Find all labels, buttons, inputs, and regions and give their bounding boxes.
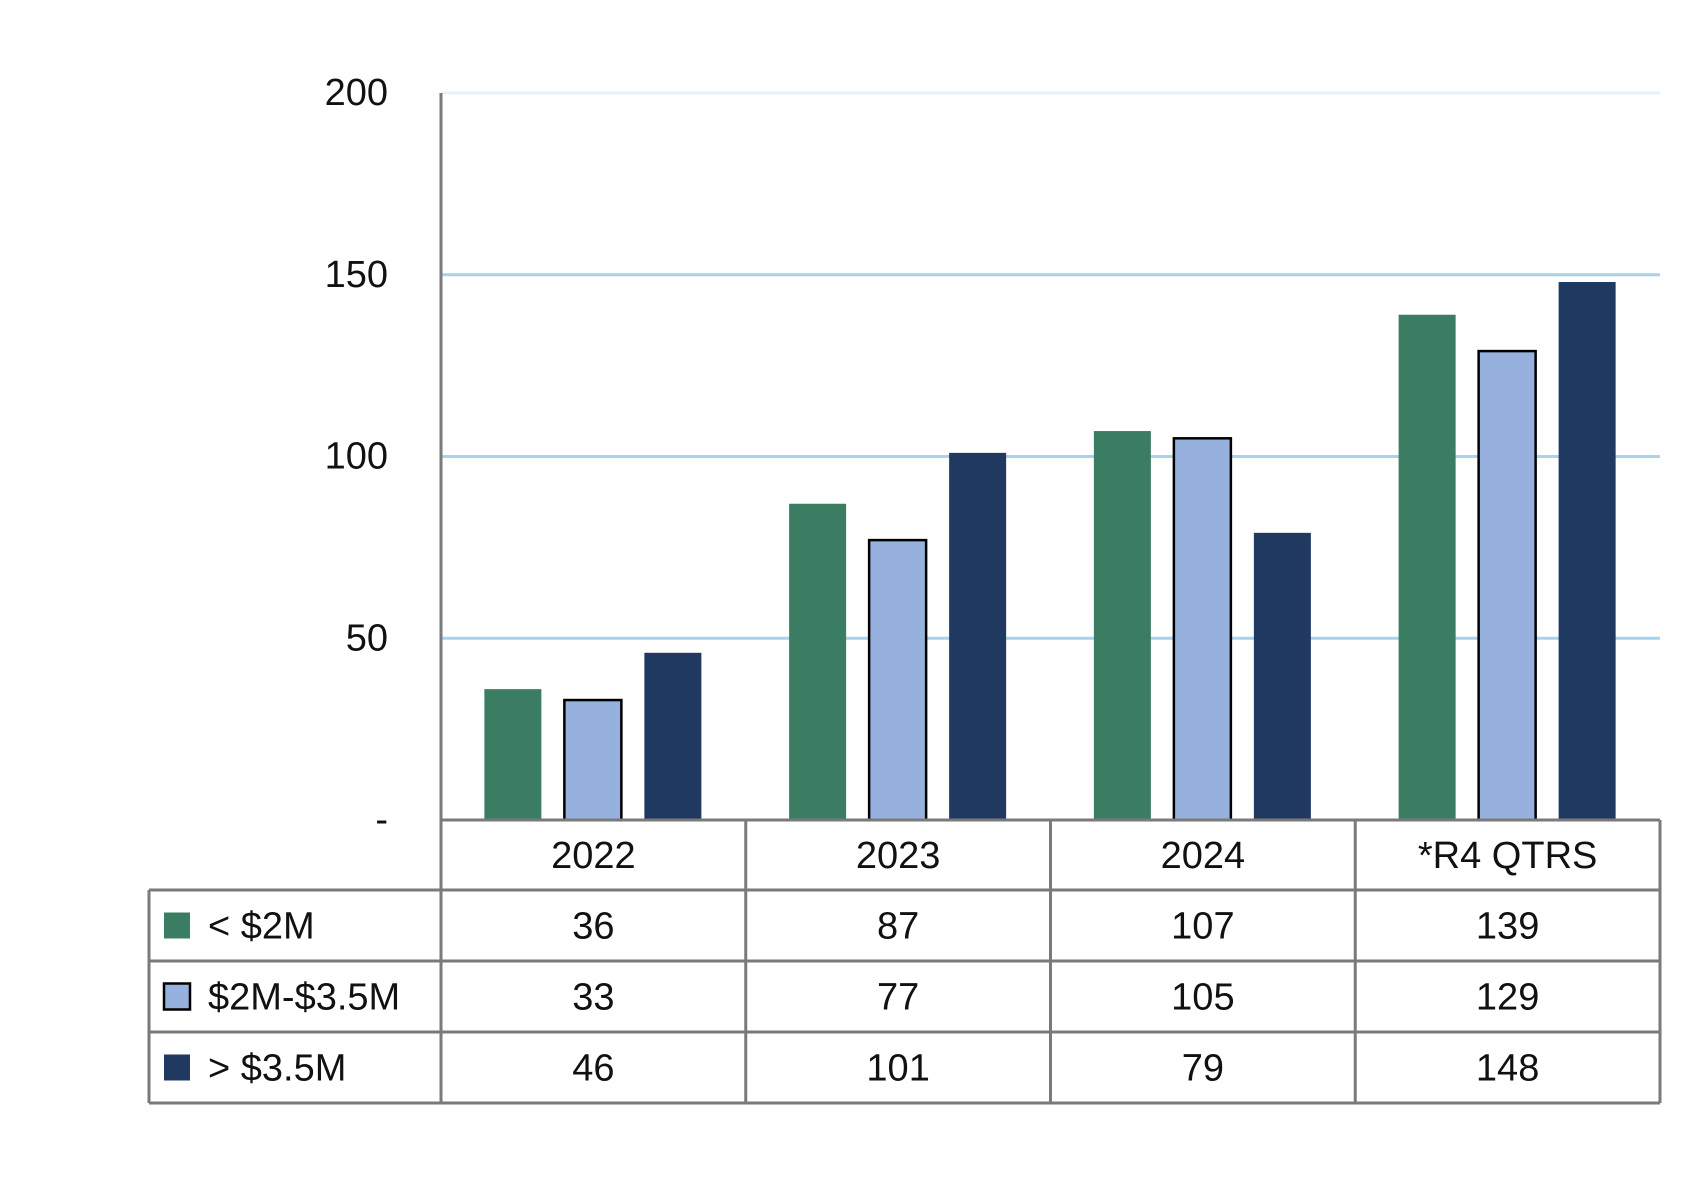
data-table-value: 148 bbox=[1476, 1048, 1539, 1090]
category-label: 2023 bbox=[856, 835, 941, 877]
y-tick-label: - bbox=[375, 799, 388, 841]
bar bbox=[644, 652, 702, 820]
data-table-value: 79 bbox=[1182, 1048, 1224, 1090]
data-table-value: 77 bbox=[877, 977, 919, 1019]
data-table-value: 46 bbox=[572, 1048, 614, 1090]
y-tick-label: 50 bbox=[346, 617, 388, 659]
legend-label: $2M-$3.5M bbox=[208, 977, 400, 1019]
data-table-value: 129 bbox=[1476, 977, 1539, 1019]
data-table-value: 33 bbox=[572, 977, 614, 1019]
category-label: 2022 bbox=[551, 835, 636, 877]
axes: - 50 100 150 200 bbox=[325, 72, 443, 841]
bar bbox=[563, 698, 623, 822]
bar bbox=[1093, 431, 1151, 820]
legend-key bbox=[164, 912, 190, 939]
bar bbox=[1477, 349, 1537, 822]
bar bbox=[1398, 314, 1456, 820]
y-tick-label: 100 bbox=[325, 436, 388, 478]
bar bbox=[1253, 532, 1311, 820]
legend-key bbox=[164, 1054, 190, 1081]
bar bbox=[484, 689, 542, 820]
data-table-value: 105 bbox=[1171, 977, 1234, 1019]
data-table-value: 107 bbox=[1171, 906, 1234, 948]
y-tick-label: 200 bbox=[325, 72, 388, 114]
bar bbox=[867, 538, 928, 822]
category-label: 2024 bbox=[1161, 835, 1246, 877]
bars bbox=[484, 282, 1616, 822]
gridlines bbox=[441, 91, 1660, 640]
data-table-value: 139 bbox=[1476, 906, 1539, 948]
legend-key bbox=[162, 982, 192, 1011]
bar bbox=[949, 452, 1007, 820]
data-table-value: 36 bbox=[572, 906, 614, 948]
bar bbox=[789, 503, 847, 820]
y-tick-label: 150 bbox=[325, 254, 388, 296]
category-label: *R4 QTRS bbox=[1418, 835, 1597, 877]
data-table: 2022 2023 2024 *R4 QTRS < $2M 36 87 107 139 $2M-$… bbox=[147, 818, 1662, 1105]
bar bbox=[1172, 437, 1233, 822]
data-table-value: 87 bbox=[877, 906, 919, 948]
bar bbox=[1558, 282, 1616, 820]
legend-label: < $2M bbox=[208, 906, 315, 948]
legend-label: > $3.5M bbox=[208, 1048, 346, 1090]
data-table-value: 101 bbox=[866, 1048, 929, 1090]
